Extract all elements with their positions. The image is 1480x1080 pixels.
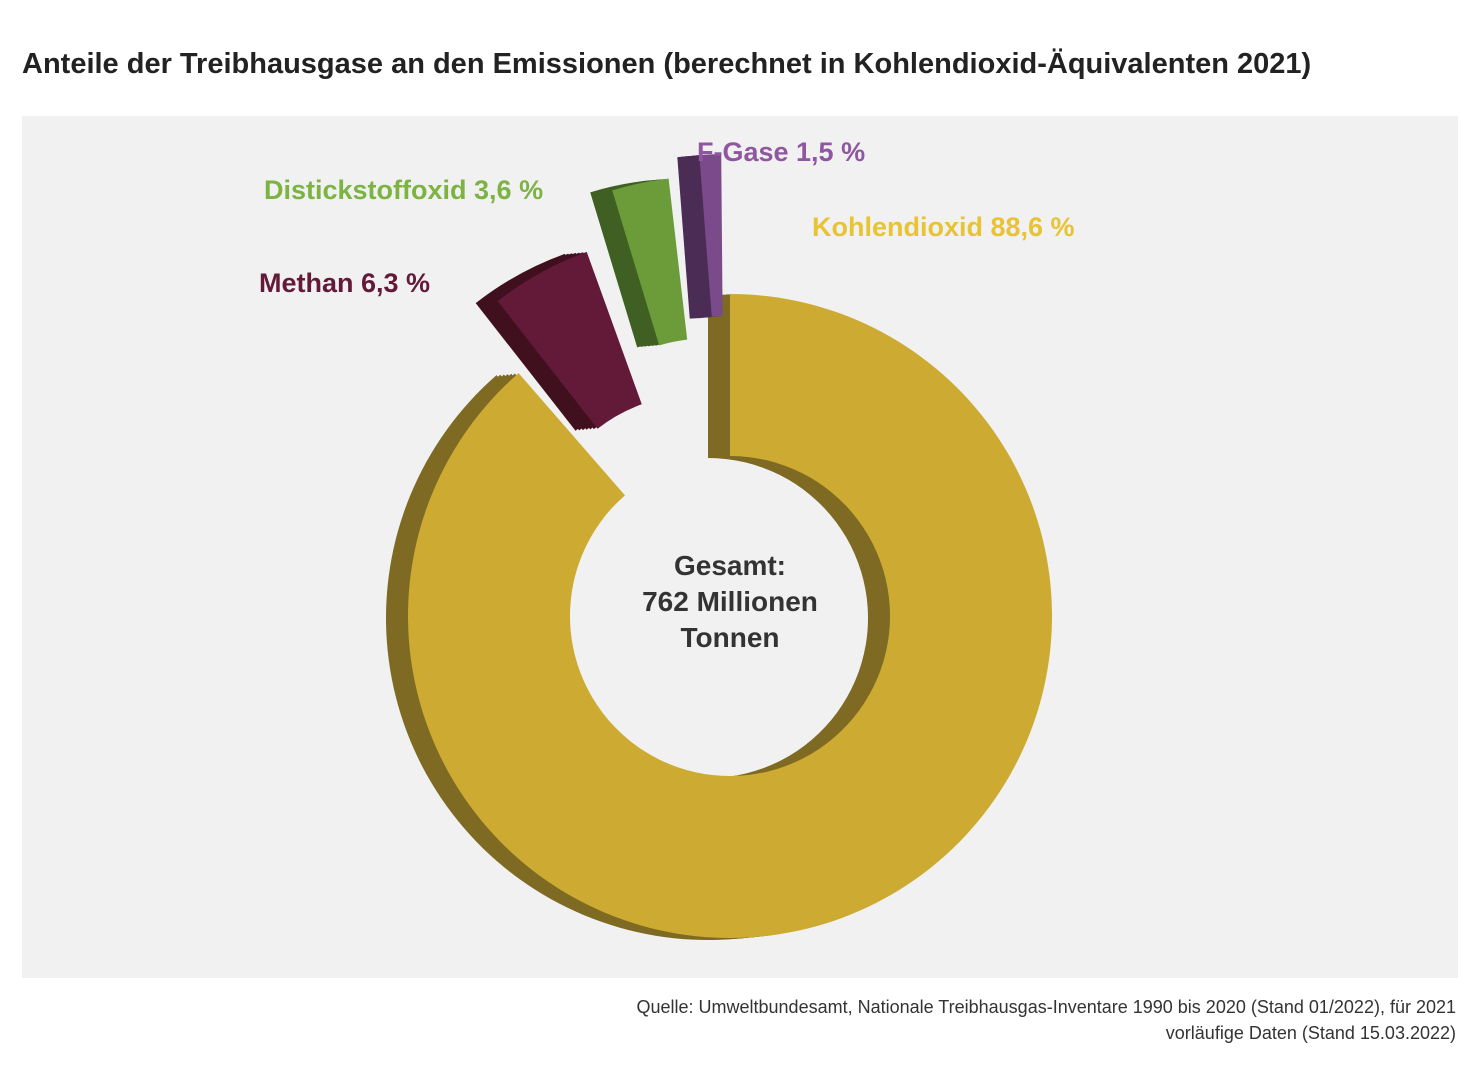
slice-label-kohlendioxid: Kohlendioxid 88,6 %	[812, 212, 1075, 242]
slice-label-methan: Methan 6,3 %	[259, 268, 431, 298]
slice-kohlendioxid	[407, 294, 1052, 938]
center-total-label: Gesamt: 762 Millionen Tonnen	[590, 548, 870, 656]
slice-f-gase	[699, 154, 723, 317]
center-line-3: Tonnen	[680, 622, 780, 653]
slice-label-distickstoffoxid: Distickstoffoxid 3,6 %	[264, 175, 544, 205]
center-line-2: 762 Millionen	[642, 586, 818, 617]
plot-area	[22, 116, 1458, 978]
donut-chart	[386, 154, 1052, 940]
source-line-1: Quelle: Umweltbundesamt, Nationale Treib…	[636, 997, 1456, 1017]
center-line-1: Gesamt:	[673, 550, 787, 581]
chart-title: Anteile der Treibhausgase an den Emissio…	[22, 48, 1312, 80]
slice-methan	[497, 251, 642, 429]
source-note: Quelle: Umweltbundesamt, Nationale Treib…	[356, 994, 1456, 1046]
source-line-2: vorläufige Daten (Stand 15.03.2022)	[1165, 1023, 1456, 1043]
slice-distickstoffoxid	[612, 178, 688, 346]
slice-label-f-gase: F-Gase 1,5 %	[697, 137, 866, 167]
